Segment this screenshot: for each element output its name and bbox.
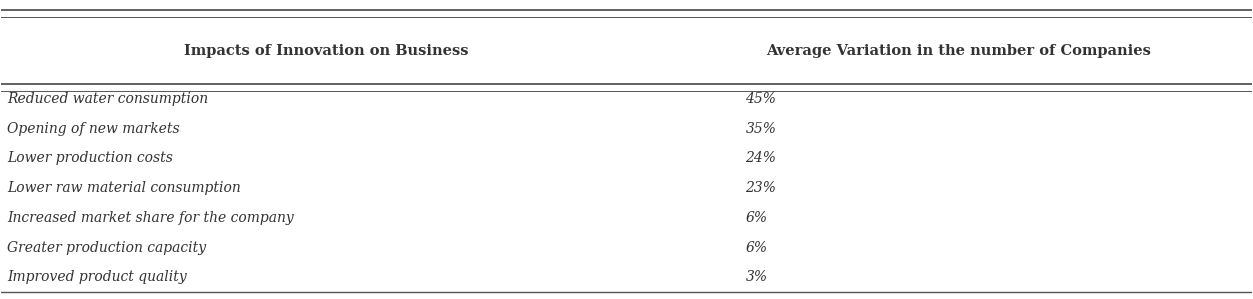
Text: Increased market share for the company: Increased market share for the company xyxy=(8,211,293,225)
Text: Improved product quality: Improved product quality xyxy=(8,271,187,284)
Text: 35%: 35% xyxy=(746,122,777,136)
Text: Reduced water consumption: Reduced water consumption xyxy=(8,92,208,106)
Text: Greater production capacity: Greater production capacity xyxy=(8,241,205,255)
Text: 23%: 23% xyxy=(746,181,777,195)
Text: Average Variation in the number of Companies: Average Variation in the number of Compa… xyxy=(766,44,1150,58)
Text: 6%: 6% xyxy=(746,211,767,225)
Text: 45%: 45% xyxy=(746,92,777,106)
Text: 24%: 24% xyxy=(746,151,777,165)
Text: Impacts of Innovation on Business: Impacts of Innovation on Business xyxy=(184,44,469,58)
Text: 6%: 6% xyxy=(746,241,767,255)
Text: Lower production costs: Lower production costs xyxy=(8,151,173,165)
Text: 3%: 3% xyxy=(746,271,767,284)
Text: Opening of new markets: Opening of new markets xyxy=(8,122,179,136)
Text: Lower raw material consumption: Lower raw material consumption xyxy=(8,181,241,195)
